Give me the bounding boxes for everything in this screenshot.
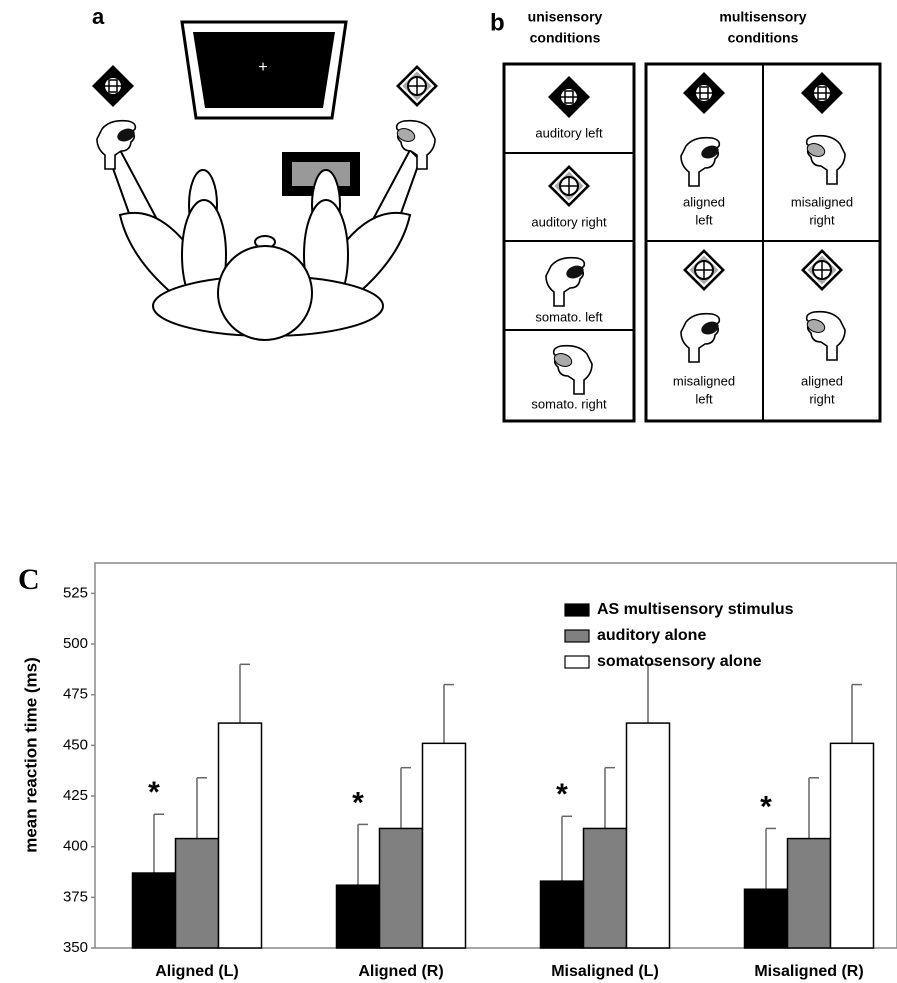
- condition-label: somato. left: [535, 309, 603, 324]
- y-tick-label: 450: [63, 736, 88, 753]
- bar: [743, 888, 789, 949]
- legend-label: AS multisensory stimulus: [597, 601, 794, 618]
- x-tick-label: Misaligned (R): [754, 963, 863, 980]
- condition-label: misaligned: [673, 373, 735, 388]
- y-tick-label: 400: [63, 838, 88, 855]
- condition-label: auditory left: [535, 125, 603, 140]
- plot-frame: [94, 562, 897, 949]
- y-tick-label: 525: [63, 584, 88, 601]
- condition-label: right: [809, 391, 835, 406]
- significance-marker: *: [556, 778, 568, 811]
- panel-label: C: [18, 563, 40, 596]
- x-tick-label: Misaligned (L): [551, 963, 659, 980]
- legend-swatch: [564, 629, 590, 643]
- condition-label: right: [809, 212, 835, 227]
- x-tick-label: Aligned (L): [155, 963, 239, 980]
- significance-marker: *: [148, 776, 160, 809]
- condition-label: misaligned: [791, 194, 853, 209]
- condition-label: aligned: [801, 373, 843, 388]
- header: conditions: [530, 30, 601, 46]
- y-tick-label: 500: [63, 635, 88, 652]
- panel-a: a +: [91, 4, 439, 341]
- panel-b: b unisensory conditions multisensory con…: [490, 9, 882, 423]
- y-tick-label: 475: [63, 686, 88, 703]
- panel-label: b: [490, 9, 505, 36]
- bar: [174, 837, 220, 949]
- bar: [421, 742, 467, 949]
- header: unisensory: [528, 9, 603, 25]
- fixation-cross: +: [258, 59, 267, 76]
- significance-marker: *: [760, 790, 772, 823]
- y-axis-label: mean reaction time (ms): [21, 657, 40, 853]
- x-tick-label: Aligned (R): [358, 963, 443, 980]
- y-tick-label: 375: [63, 888, 88, 905]
- significance-marker: *: [352, 786, 364, 819]
- condition-label: somato. right: [531, 396, 607, 411]
- bar: [786, 837, 832, 949]
- speaker-right: [395, 64, 439, 108]
- bar: [539, 880, 585, 949]
- bar: [829, 742, 875, 949]
- legend-swatch: [564, 603, 590, 617]
- header: conditions: [728, 30, 799, 46]
- bar: [378, 827, 424, 949]
- legend-label: somatosensory alone: [597, 653, 762, 670]
- speaker-left: [91, 64, 135, 108]
- legend-label: auditory alone: [597, 627, 706, 644]
- condition-label: aligned: [683, 194, 725, 209]
- legend-swatch: [564, 655, 590, 669]
- plot: 350 375 400 425 450 475 500 525 Aligned (L) * Alig…: [63, 584, 875, 980]
- bar: [582, 827, 628, 949]
- head: [217, 245, 313, 341]
- condition-label: left: [695, 391, 713, 406]
- condition-label: auditory right: [531, 214, 607, 229]
- bar: [131, 872, 177, 949]
- header: multisensory: [719, 9, 806, 25]
- bar: [625, 722, 671, 949]
- bar: [335, 884, 381, 949]
- condition-label: left: [695, 212, 713, 227]
- bar: [217, 722, 263, 949]
- monitor-screen: [193, 32, 335, 108]
- panel-label: a: [92, 4, 105, 29]
- y-tick-label: 350: [63, 939, 88, 956]
- y-tick-label: 425: [63, 787, 88, 804]
